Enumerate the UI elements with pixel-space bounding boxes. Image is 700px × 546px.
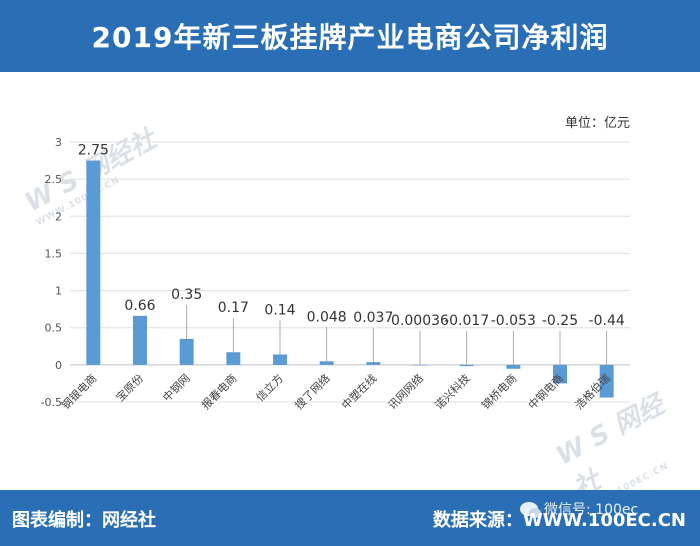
y-tick-label: 0 <box>55 359 62 372</box>
bar <box>273 354 287 365</box>
x-tick-label: 中钢网 <box>160 372 193 405</box>
bar <box>319 361 334 365</box>
data-label: 0.66 <box>124 298 155 314</box>
x-tick-label: 钢银电商 <box>58 371 99 412</box>
data-label: 0.037 <box>353 310 393 326</box>
data-label: -0.017 <box>444 313 489 329</box>
data-label: 2.75 <box>78 143 109 159</box>
bar <box>366 362 381 365</box>
data-label: 0.00036 <box>391 313 449 329</box>
data-label: 0.35 <box>171 287 202 303</box>
bar <box>133 315 147 365</box>
bar <box>553 364 567 384</box>
data-label: -0.053 <box>491 313 536 329</box>
chart-title: 2019年新三板挂牌产业电商公司净利润 <box>91 21 609 54</box>
x-tick-label: 锦桥电商 <box>478 371 519 412</box>
x-tick-label: 讯网网络 <box>385 371 426 412</box>
x-tick-label: 中钢电商 <box>525 371 566 412</box>
x-tick-label: 信立方 <box>253 371 286 404</box>
data-label: 0.048 <box>307 309 347 325</box>
wechat-text: 微信号: 100ec <box>544 502 639 518</box>
wechat-badge: 微信号: 100ec <box>520 498 638 520</box>
bar-chart: -0.5 0 0.5 1 1.5 2 2.5 3 2.75 钢银电商 0.66 宝原份 0.35 中钢网 0… <box>41 136 630 412</box>
bar <box>226 352 241 365</box>
y-tick-label: 3 <box>55 136 62 149</box>
chart-area: W S 网经社 WWW.100EC.CN W S 网经社 WWW.100EC.C… <box>0 72 700 514</box>
bar <box>506 364 521 369</box>
y-tick-label: 2 <box>55 210 62 223</box>
wechat-icon <box>520 502 541 518</box>
footer-data-source: 数据来源：WWW.100EC.CN <box>432 510 686 531</box>
data-label: -0.25 <box>542 313 578 329</box>
data-label: 0.17 <box>218 300 249 316</box>
bar <box>413 364 427 366</box>
bar <box>179 338 194 365</box>
x-tick-label: 宝原份 <box>113 371 146 404</box>
bar <box>86 160 101 365</box>
y-tick-label: -0.5 <box>41 396 62 409</box>
y-tick-label: 1 <box>55 285 62 298</box>
unit-label: 单位：亿元 <box>564 116 630 131</box>
chart-header: 2019年新三板挂牌产业电商公司净利润 <box>0 0 700 72</box>
data-label: 0.14 <box>264 302 295 318</box>
x-tick-label: 中塑在线 <box>338 371 379 412</box>
x-tick-label: 报春电商 <box>198 371 239 412</box>
footer-source-editor: 图表编制：网经社 <box>12 510 156 531</box>
y-tick-label: 2.5 <box>45 173 63 186</box>
data-label: -0.44 <box>589 313 625 329</box>
bar <box>459 364 474 367</box>
x-tick-label: 诺兴科技 <box>432 371 473 412</box>
chart-footer: 图表编制：网经社 微信号: 100ec 数据来源：WWW.100EC.CN <box>0 490 700 546</box>
x-tick-label: 搜了网络 <box>292 371 333 412</box>
y-tick-label: 0.5 <box>45 322 63 335</box>
bar <box>599 364 614 398</box>
y-tick-label: 1.5 <box>45 247 63 260</box>
